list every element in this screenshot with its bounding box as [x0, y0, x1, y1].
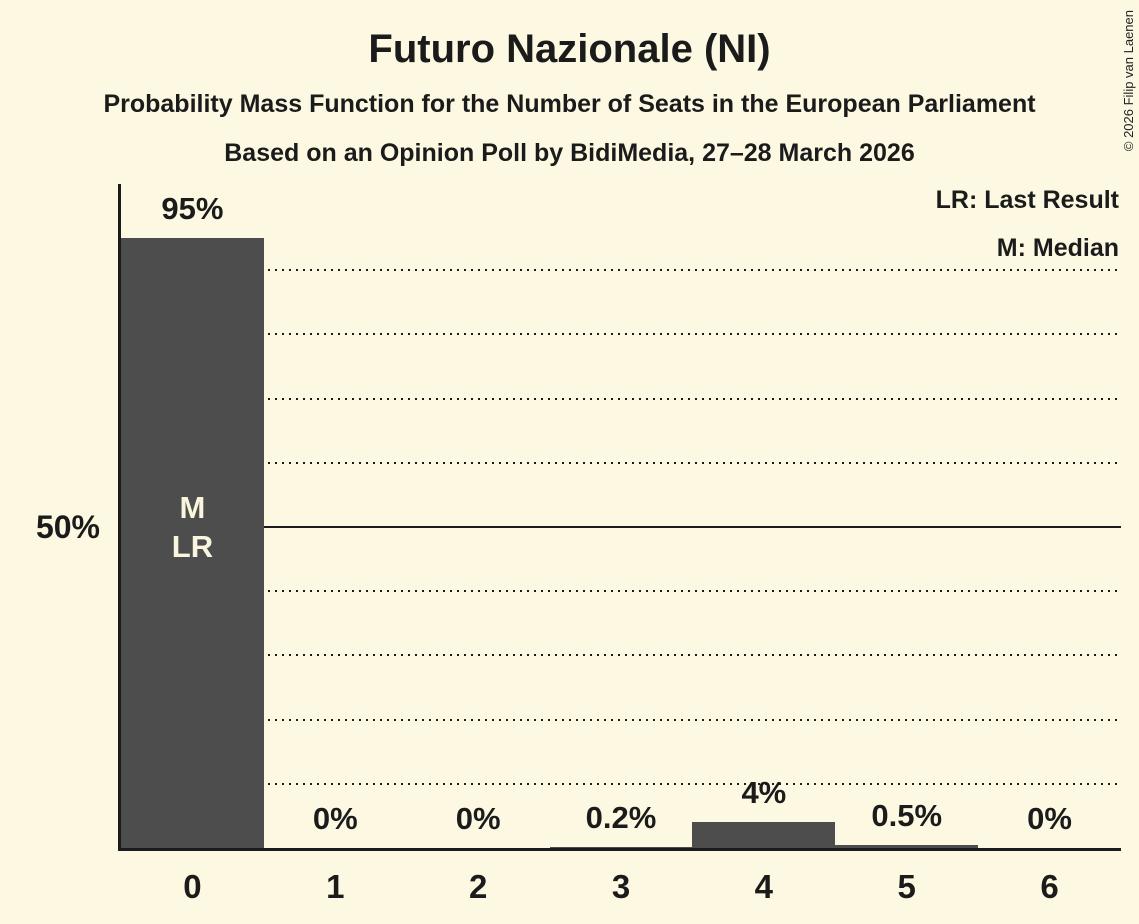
chart-title: Futuro Nazionale (NI)	[368, 27, 771, 71]
median-last-result-marker: M LR	[171, 490, 214, 564]
copyright-notice: © 2026 Filip van Laenen	[1121, 10, 1136, 152]
gridline-90-percent	[121, 269, 1121, 272]
bar-value-label-seats-2: 0%	[455, 801, 501, 836]
majority-line-50-percent	[121, 526, 1121, 528]
legend-last-result: LR: Last Result	[935, 186, 1119, 214]
x-tick-label-5: 5	[897, 868, 916, 905]
chart-subtitle: Probability Mass Function for the Number…	[103, 90, 1036, 118]
x-tick-label-6: 6	[1040, 868, 1059, 905]
x-tick-label-3: 3	[611, 868, 631, 905]
bar-value-label-seats-0: 95%	[161, 191, 224, 227]
gridline-80-percent	[121, 333, 1121, 336]
chart-poll-source: Based on an Opinion Poll by BidiMedia, 2…	[224, 139, 915, 167]
bar-value-label-seats-4: 4%	[741, 775, 787, 811]
bar-seats-4	[692, 822, 836, 848]
gridline-40-percent	[121, 590, 1121, 593]
gridline-10-percent	[121, 782, 1121, 785]
bar-value-label-seats-6: 0%	[1027, 801, 1072, 836]
bar-value-label-seats-1: 0%	[312, 801, 358, 836]
gridline-30-percent	[121, 654, 1121, 657]
x-tick-label-2: 2	[468, 868, 488, 905]
legend-median: M: Median	[996, 234, 1119, 262]
gridline-20-percent	[121, 718, 1121, 721]
bar-seats-0	[121, 238, 264, 848]
x-tick-label-4: 4	[754, 868, 774, 905]
x-tick-label-0: 0	[183, 868, 202, 905]
bar-value-label-seats-5: 0.5%	[871, 797, 943, 833]
bar-seats-3	[549, 846, 693, 848]
y-axis-50-percent-label: 50%	[35, 509, 100, 545]
plot-area: 95% 0% 0% 0.2% 4% 0.5% 0% M LR	[118, 184, 1121, 851]
gridline-70-percent	[121, 397, 1121, 400]
bar-value-label-seats-3: 0.2%	[585, 799, 657, 835]
gridline-60-percent	[121, 461, 1121, 464]
x-tick-label-1: 1	[326, 868, 345, 905]
bar-seats-5	[835, 844, 979, 848]
